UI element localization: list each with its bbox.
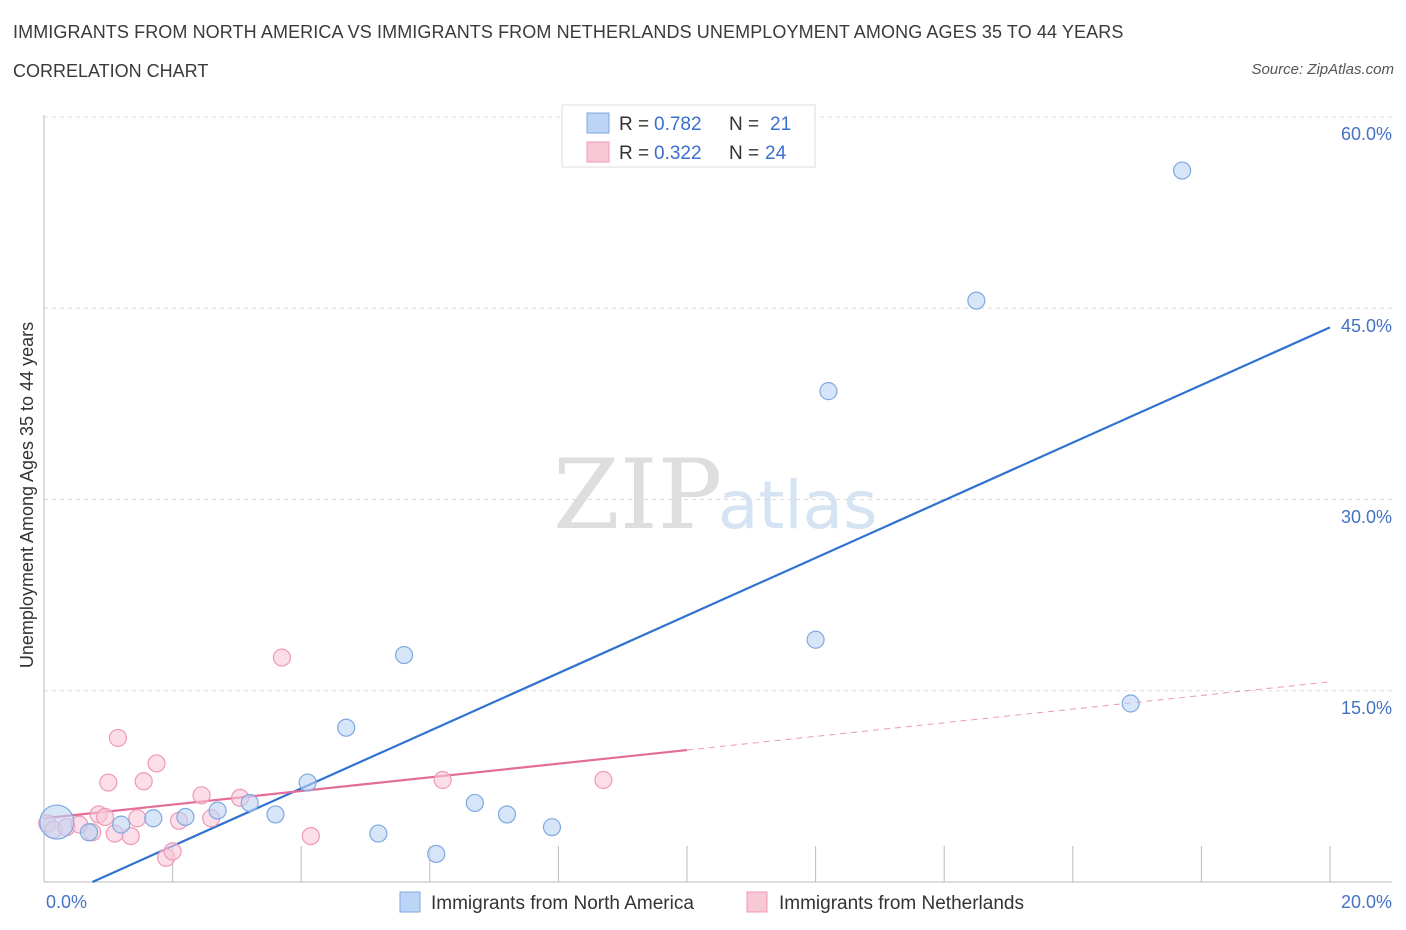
watermark-atlas: atlas	[718, 467, 878, 544]
source-credit: Source: ZipAtlas.com	[1251, 61, 1394, 78]
y-tick-label-45: 45.0%	[1341, 316, 1392, 336]
point-series-1-16	[542, 818, 562, 837]
point-series-2-22	[301, 826, 320, 846]
legend-n-label-1: N =	[729, 114, 759, 135]
watermark-zip: ZIP	[553, 439, 722, 551]
point-series-2-7	[95, 807, 115, 827]
y-tick-label-60: 60.0%	[1341, 124, 1392, 144]
point-series-1-2	[79, 823, 99, 842]
y-tick-label-15: 15.0%	[1341, 698, 1392, 718]
correlation-legend: R = 0.782 N = 21 R = 0.322 N = 24	[561, 104, 816, 168]
point-series-1-15	[497, 805, 517, 824]
point-series-2-8	[99, 773, 118, 792]
y-axis-label: Unemployment Among Ages 35 to 44 years	[17, 322, 37, 668]
series-legend-swatch-netherlands	[746, 891, 768, 913]
point-series-1-18	[819, 382, 838, 401]
y-tick-label-30: 30.0%	[1341, 507, 1392, 527]
legend-r-value-2: 0.322	[654, 143, 702, 164]
point-series-1-21	[1173, 161, 1192, 180]
legend-n-value-1: 21	[770, 114, 791, 135]
point-series-1-10	[337, 718, 356, 737]
trend-line-extension-series-2	[686, 681, 1331, 751]
point-series-1-6	[208, 801, 227, 820]
point-series-2-14	[147, 754, 166, 773]
trend-line-series-1	[91, 326, 1331, 884]
point-series-1-19	[967, 291, 986, 310]
point-series-1-3	[112, 815, 131, 834]
legend-n-value-2: 24	[765, 143, 787, 164]
legend-r-value-1: 0.782	[654, 114, 702, 135]
point-series-1-1	[39, 804, 75, 840]
point-series-1-4	[144, 809, 163, 828]
point-series-1-20	[1121, 694, 1140, 713]
series-legend: Immigrants from North America Immigrants…	[399, 891, 1024, 914]
point-series-2-13	[134, 772, 153, 791]
data-points	[38, 161, 1192, 867]
point-series-1-12	[394, 645, 414, 665]
chart-subtitle: CORRELATION CHART	[13, 61, 209, 81]
x-ticks	[172, 846, 1331, 882]
point-series-1-14	[465, 793, 484, 813]
y-tick-labels: 60.0% 45.0% 30.0% 15.0%	[1341, 124, 1392, 718]
point-series-2-18	[192, 786, 211, 805]
x-tick-label-min: 0.0%	[46, 892, 87, 912]
x-tick-label-max: 20.0%	[1341, 892, 1392, 912]
point-series-2-21	[272, 648, 292, 667]
point-series-1-13	[427, 844, 446, 864]
legend-swatch-netherlands	[586, 141, 610, 163]
series-legend-label-netherlands: Immigrants from Netherlands	[779, 893, 1024, 914]
legend-r-label-2: R =	[619, 143, 649, 164]
point-series-1-11	[369, 824, 388, 843]
point-series-1-7	[240, 793, 259, 813]
watermark: ZIP atlas	[553, 439, 878, 551]
chart-title: IMMIGRANTS FROM NORTH AMERICA VS IMMIGRA…	[13, 22, 1124, 42]
point-series-1-17	[806, 630, 825, 649]
point-series-1-8	[266, 805, 285, 824]
point-series-2-24	[594, 770, 613, 790]
point-series-2-12	[128, 809, 147, 828]
point-series-2-16	[163, 842, 182, 861]
legend-n-label-2: N =	[729, 143, 759, 164]
point-series-1-5	[176, 807, 195, 827]
legend-swatch-north-america	[586, 112, 610, 134]
series-legend-swatch-north-america	[399, 891, 421, 913]
point-series-1-9	[298, 773, 317, 792]
series-legend-label-north-america: Immigrants from North America	[431, 893, 694, 914]
gridlines	[44, 116, 1392, 692]
legend-r-label-1: R =	[619, 114, 649, 135]
trend-lines	[43, 326, 1331, 884]
trend-line-series-2	[43, 748, 688, 820]
point-series-2-23	[433, 770, 452, 790]
point-series-2-10	[108, 728, 128, 748]
